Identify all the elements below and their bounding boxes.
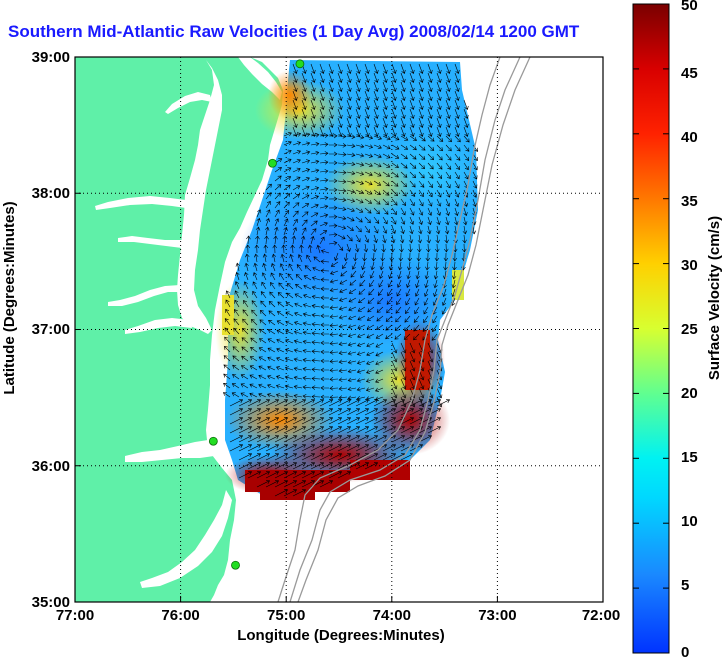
pamlico-sound — [140, 490, 232, 588]
colorbar-tick-label: 0 — [681, 644, 689, 659]
bathymetry-contour — [277, 57, 501, 602]
colorbar-tick-label: 35 — [681, 193, 698, 210]
radar-site-marker — [208, 436, 218, 446]
colorbar-ticks — [633, 3, 669, 654]
bathymetry-contours — [277, 57, 531, 602]
y-tick-label: 37:00 — [32, 321, 70, 338]
albemarle-sound — [125, 440, 214, 462]
bathymetry-contour — [289, 57, 521, 602]
colorbar-tick-label: 5 — [681, 577, 689, 594]
y-axis-title: Latitude (Degrees:Minutes) — [1, 201, 18, 394]
james-river — [125, 318, 192, 334]
speed-block-yellow — [222, 295, 234, 335]
axis-ticks — [74, 56, 604, 603]
colorbar-tick-label: 15 — [681, 449, 698, 466]
y-tick-label: 39:00 — [32, 49, 70, 66]
x-tick-label: 74:00 — [373, 607, 411, 624]
colorbar-tick-label: 30 — [681, 257, 698, 274]
bathymetry-contour — [297, 57, 531, 602]
york-james-river — [108, 285, 182, 306]
colorbar-tick-label: 40 — [681, 129, 698, 146]
radar-site-marker — [268, 158, 277, 168]
upper-bay-river — [165, 92, 212, 114]
radar-sites — [208, 59, 305, 570]
x-tick-label: 73:00 — [478, 607, 516, 624]
chart-title: Southern Mid-Atlantic Raw Velocities (1 … — [8, 22, 580, 41]
y-tick-label: 35:00 — [32, 594, 70, 611]
speed-region-orange — [268, 70, 312, 120]
colorbar-tick-label: 10 — [681, 513, 698, 530]
velocity-vectors — [222, 63, 479, 497]
x-tick-label: 77:00 — [56, 607, 94, 624]
radar-site-marker — [295, 59, 305, 69]
potomac-river — [95, 196, 186, 210]
colorbar-title: Surface Velocity (cm/s) — [706, 216, 723, 380]
rappahannock-river — [118, 236, 182, 248]
radar-site-marker — [231, 560, 240, 570]
grid-lines — [75, 57, 603, 602]
y-tick-label: 36:00 — [32, 458, 70, 475]
x-axis-title: Longitude (Degrees:Minutes) — [237, 627, 445, 644]
x-tick-label: 72:00 — [582, 607, 620, 624]
chesapeake-bay — [177, 60, 222, 334]
y-tick-label: 38:00 — [32, 185, 70, 202]
colorbar-tick-label: 50 — [681, 0, 698, 14]
x-tick-label: 76:00 — [161, 607, 199, 624]
colorbar-tick-label: 20 — [681, 385, 698, 402]
x-tick-label: 75:00 — [267, 607, 305, 624]
velocity-arrows — [222, 63, 479, 497]
colorbar-tick-label: 45 — [681, 65, 698, 82]
colorbar-tick-label: 25 — [681, 321, 698, 338]
